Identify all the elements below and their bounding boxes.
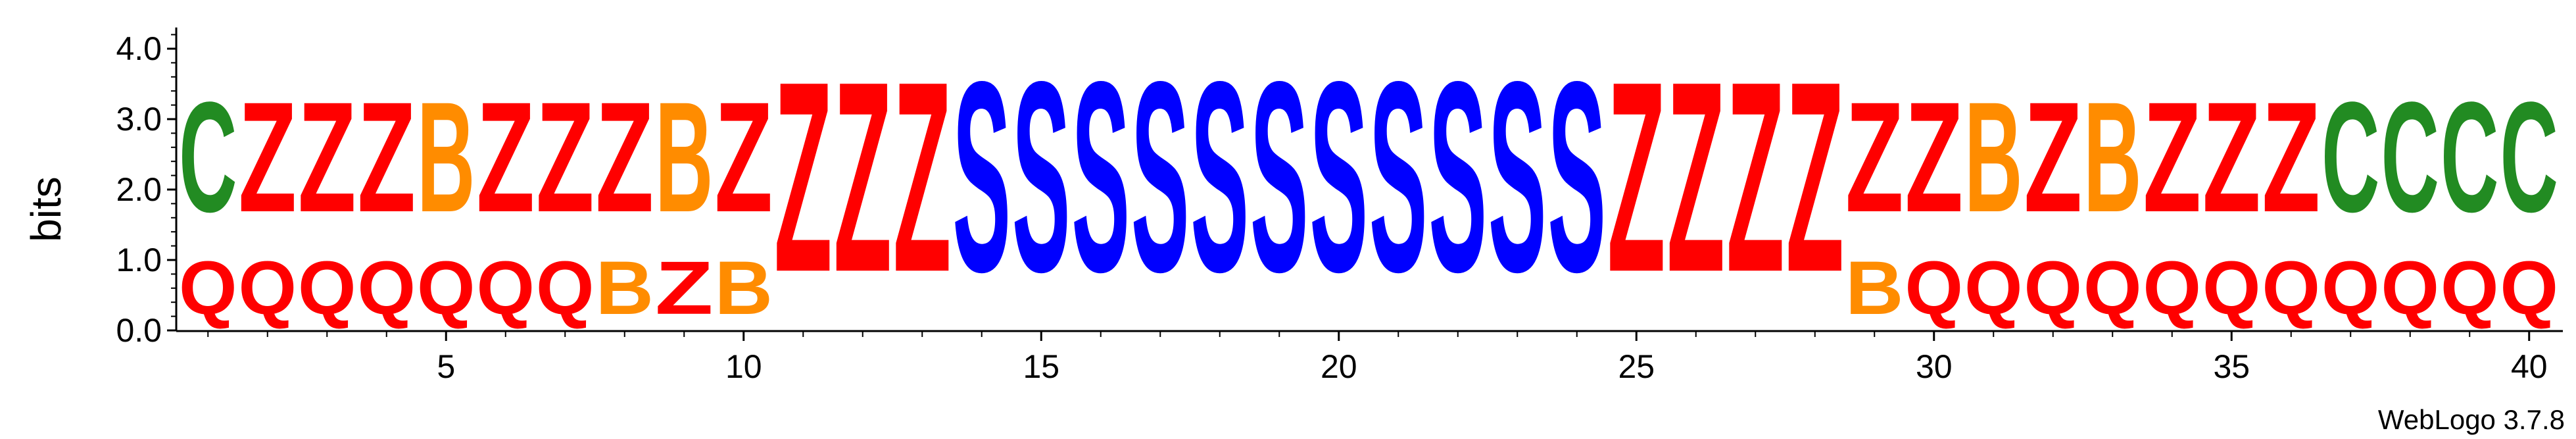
glyph-q-pos-34: Q bbox=[2143, 246, 2201, 330]
glyph-z-pos-32: Z bbox=[2024, 69, 2082, 245]
glyph-z-pos-35: Z bbox=[2202, 69, 2260, 245]
x-tick-label: 20 bbox=[1321, 348, 1357, 385]
glyph-z-pos-34: Z bbox=[2143, 69, 2201, 245]
glyph-b-pos-33: B bbox=[2083, 70, 2141, 245]
glyph-s-pos-18: S bbox=[1191, 24, 1249, 328]
y-tick-label: 1.0 bbox=[116, 242, 162, 278]
x-tick-label: 25 bbox=[1618, 348, 1655, 385]
glyph-b-pos-31: B bbox=[1964, 70, 2022, 245]
glyph-c-pos-38: C bbox=[2381, 70, 2439, 245]
glyph-b-pos-9: B bbox=[655, 70, 713, 245]
x-tick-label: 40 bbox=[2511, 348, 2548, 385]
glyph-z-pos-3: Z bbox=[298, 69, 356, 245]
glyph-z-pos-8: Z bbox=[596, 69, 654, 245]
x-tick-label: 10 bbox=[725, 348, 762, 385]
glyph-q-pos-2: Q bbox=[239, 246, 297, 330]
x-tick-label: 5 bbox=[437, 348, 455, 385]
glyph-q-pos-39: Q bbox=[2441, 246, 2498, 330]
glyph-q-pos-30: Q bbox=[1905, 246, 1963, 330]
glyph-q-pos-38: Q bbox=[2381, 246, 2439, 330]
glyph-z-pos-13: Z bbox=[893, 25, 951, 329]
glyph-z-pos-36: Z bbox=[2262, 69, 2320, 245]
y-tick-label: 4.0 bbox=[116, 30, 162, 67]
glyph-q-pos-40: Q bbox=[2500, 246, 2558, 330]
glyph-z-pos-2: Z bbox=[239, 69, 297, 245]
glyph-s-pos-15: S bbox=[1012, 24, 1070, 328]
glyph-q-pos-36: Q bbox=[2262, 246, 2320, 330]
y-axis: 0.0 1.0 2.0 3.0 4.0 bbox=[116, 27, 178, 349]
glyph-z-pos-6: Z bbox=[477, 69, 535, 245]
glyph-z-pos-28: Z bbox=[1786, 25, 1844, 329]
glyph-s-pos-16: S bbox=[1072, 24, 1130, 328]
glyph-z-pos-26: Z bbox=[1667, 25, 1725, 329]
glyph-q-pos-32: Q bbox=[2024, 246, 2082, 330]
glyph-c-pos-39: C bbox=[2441, 70, 2498, 245]
glyph-s-pos-24: S bbox=[1548, 24, 1606, 328]
glyph-b-pos-29: B bbox=[1845, 246, 1903, 330]
glyph-z-pos-10: Z bbox=[715, 69, 773, 245]
glyph-s-pos-23: S bbox=[1488, 24, 1546, 328]
glyph-b-pos-5: B bbox=[417, 70, 475, 245]
glyph-z-pos-4: Z bbox=[358, 69, 416, 245]
x-tick-label: 30 bbox=[1916, 348, 1953, 385]
glyph-z-pos-9: Z bbox=[655, 245, 713, 330]
y-tick-label: 3.0 bbox=[116, 101, 162, 138]
glyph-q-pos-31: Q bbox=[1964, 246, 2022, 330]
glyph-z-pos-30: Z bbox=[1905, 69, 1963, 245]
glyph-c-pos-37: C bbox=[2321, 70, 2379, 245]
glyph-z-pos-25: Z bbox=[1607, 25, 1665, 329]
glyph-s-pos-20: S bbox=[1310, 24, 1368, 328]
glyph-z-pos-27: Z bbox=[1726, 25, 1784, 329]
glyph-z-pos-29: Z bbox=[1845, 69, 1903, 245]
y-axis-title: bits bbox=[22, 176, 70, 242]
glyph-s-pos-21: S bbox=[1369, 24, 1427, 328]
glyph-c-pos-40: C bbox=[2500, 70, 2558, 245]
y-tick-label: 2.0 bbox=[116, 171, 162, 208]
glyph-s-pos-19: S bbox=[1250, 24, 1308, 328]
x-tick-label: 35 bbox=[2213, 348, 2250, 385]
glyph-b-pos-10: B bbox=[715, 246, 773, 330]
glyph-s-pos-22: S bbox=[1429, 24, 1487, 328]
glyph-q-pos-5: Q bbox=[417, 246, 475, 330]
glyph-c-pos-1: C bbox=[179, 70, 237, 245]
glyph-q-pos-3: Q bbox=[298, 246, 356, 330]
x-axis: 5 10 15 20 25 30 35 40 bbox=[176, 330, 2563, 385]
glyph-q-pos-6: Q bbox=[477, 246, 535, 330]
weblogo-attribution: WebLogo 3.7.8 bbox=[2378, 404, 2565, 435]
glyph-q-pos-4: Q bbox=[358, 246, 416, 330]
glyph-q-pos-37: Q bbox=[2321, 246, 2379, 330]
glyph-q-pos-1: Q bbox=[179, 246, 237, 330]
glyph-z-pos-7: Z bbox=[536, 69, 594, 245]
x-tick-label: 15 bbox=[1023, 348, 1059, 385]
glyph-b-pos-8: B bbox=[596, 246, 654, 330]
glyph-q-pos-7: Q bbox=[536, 246, 594, 330]
glyph-q-pos-33: Q bbox=[2083, 246, 2141, 330]
y-tick-label: 0.0 bbox=[116, 312, 162, 349]
glyph-s-pos-17: S bbox=[1131, 24, 1189, 328]
glyph-z-pos-12: Z bbox=[834, 25, 892, 329]
glyph-q-pos-35: Q bbox=[2202, 246, 2260, 330]
glyph-s-pos-14: S bbox=[953, 24, 1011, 328]
glyph-z-pos-11: Z bbox=[774, 25, 832, 329]
